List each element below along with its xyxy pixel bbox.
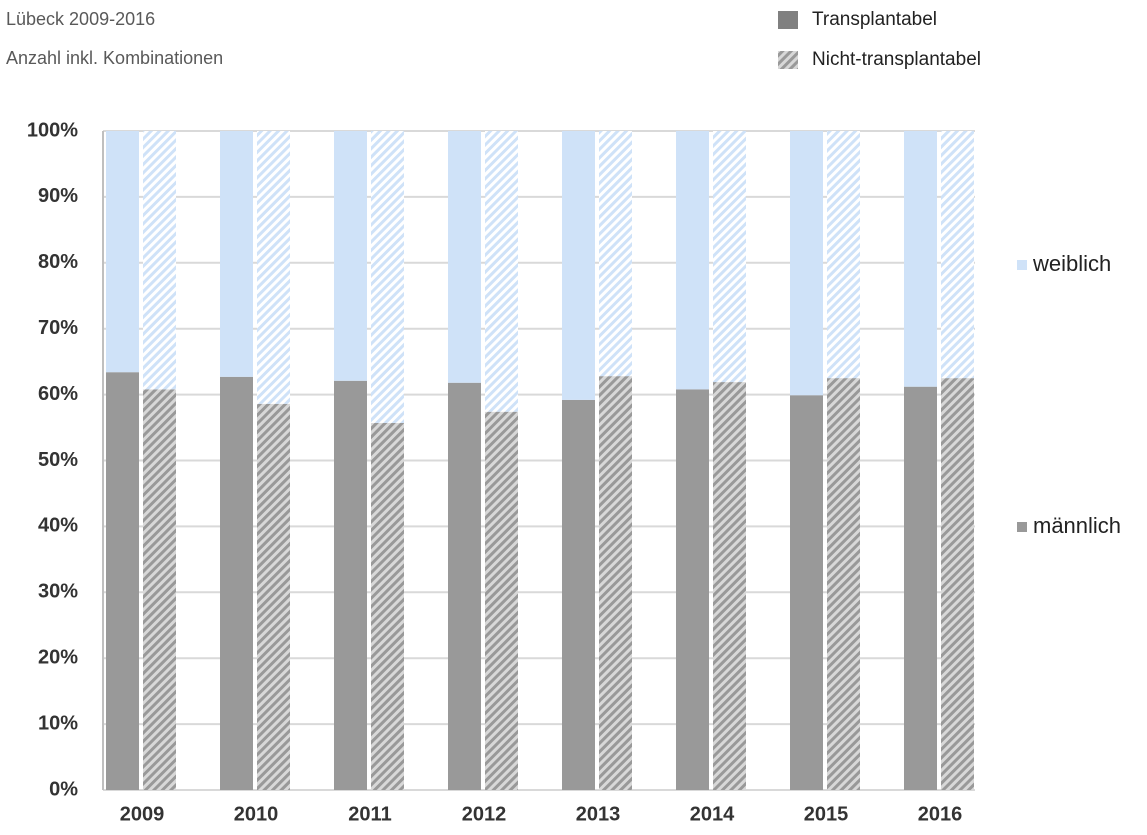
x-tick-label: 2015 (804, 803, 849, 825)
bar-segment (941, 131, 974, 379)
bar-segment (257, 403, 290, 790)
bar-segment (485, 411, 518, 790)
bar-segment (904, 131, 937, 387)
bar-segment (790, 131, 823, 396)
bar-segment (371, 131, 404, 423)
chart-subtitle: Anzahl inkl. Kombinationen (6, 48, 223, 68)
legend-swatch (778, 51, 798, 69)
legend-label: Nicht-transplantabel (812, 49, 981, 70)
bar-segment (599, 376, 632, 790)
bar-segment (448, 131, 481, 383)
bar-segment (334, 131, 367, 381)
bar-segment (676, 389, 709, 790)
legend-swatch (1017, 522, 1027, 532)
bar-segment (713, 131, 746, 383)
bar-segment (334, 380, 367, 790)
bar-segment (220, 376, 253, 790)
legend-label: weiblich (1032, 251, 1111, 276)
x-tick-label: 2016 (918, 803, 963, 825)
y-tick-label: 90% (38, 185, 78, 207)
x-tick-label: 2014 (690, 803, 735, 825)
bar-segment (827, 131, 860, 379)
x-tick-label: 2009 (120, 803, 165, 825)
y-tick-label: 40% (38, 515, 78, 537)
bar-segment (713, 382, 746, 790)
legend-swatch (778, 11, 798, 29)
bar-segment (562, 131, 595, 400)
y-tick-label: 30% (38, 581, 78, 603)
bar-segment (599, 131, 632, 377)
legend-label: männlich (1033, 513, 1121, 538)
bar-segment (904, 386, 937, 790)
y-tick-label: 10% (38, 712, 78, 734)
y-tick-label: 70% (38, 317, 78, 339)
bar-segment (827, 378, 860, 790)
bar-segment (371, 422, 404, 790)
legend-label: Transplantabel (812, 9, 937, 30)
bar-segment (143, 389, 176, 790)
y-tick-label: 0% (49, 778, 78, 800)
y-tick-label: 50% (38, 449, 78, 471)
legend-swatch (1017, 260, 1027, 270)
bar-segment (676, 131, 709, 390)
bar-segment (562, 399, 595, 790)
y-tick-label: 20% (38, 646, 78, 668)
y-tick-label: 60% (38, 383, 78, 405)
bar-segment (143, 131, 176, 390)
x-tick-label: 2013 (576, 803, 621, 825)
bar-segment (941, 378, 974, 790)
bar-segment (485, 131, 518, 412)
bar-segment (448, 382, 481, 790)
chart-title: Lübeck 2009-2016 (6, 9, 155, 29)
x-tick-label: 2012 (462, 803, 507, 825)
y-tick-label: 100% (27, 119, 78, 141)
x-tick-label: 2010 (234, 803, 279, 825)
y-tick-label: 80% (38, 251, 78, 273)
bar-segment (220, 131, 253, 377)
x-tick-label: 2011 (348, 803, 391, 825)
bar-segment (790, 395, 823, 790)
bar-segment (257, 131, 290, 404)
bar-segment (106, 372, 139, 790)
bar-segment (106, 131, 139, 373)
